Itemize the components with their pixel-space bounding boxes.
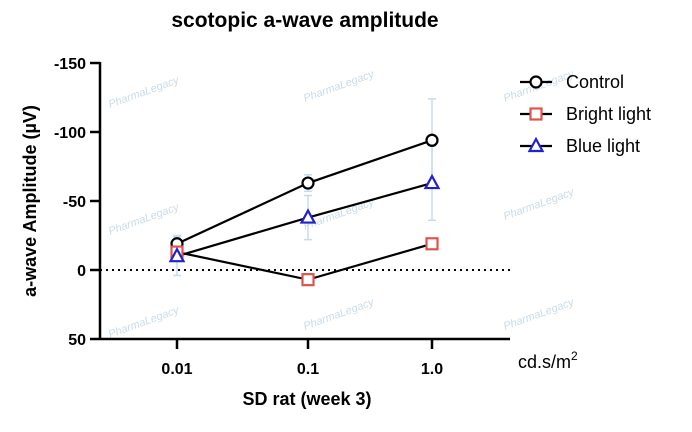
- legend-label-bright-light: Bright light: [566, 104, 651, 124]
- series-layer: [168, 133, 441, 287]
- x-tick-label: 1.0: [421, 361, 443, 378]
- legend: Control Bright light Blue light: [520, 72, 651, 156]
- data-point-bright-light: [301, 273, 315, 287]
- y-tick-label: -100: [54, 125, 86, 142]
- x-axis-unit-base: cd.s/m: [518, 352, 571, 372]
- data-point-blue-light: [423, 173, 441, 190]
- y-tick-label: -50: [63, 194, 86, 211]
- data-point-control: [425, 133, 439, 147]
- watermark-text: PharmaLegacy: [107, 304, 182, 341]
- legend-marker-control: [529, 75, 543, 89]
- x-tick-label: 0.01: [161, 361, 192, 378]
- y-axis-label: a-wave Amplitude (µV): [20, 105, 40, 297]
- y-ticks: -150 -100 -50 0 50: [54, 56, 100, 349]
- watermark-text: PharmaLegacy: [502, 296, 577, 333]
- y-tick-label: -150: [54, 56, 86, 73]
- x-axis-label: SD rat (week 3): [242, 389, 371, 409]
- y-tick-label: 50: [68, 332, 86, 349]
- x-ticks: 0.01 0.1 1.0: [161, 339, 443, 378]
- x-axis-unit: cd.s/m2: [518, 349, 578, 372]
- watermark-text: PharmaLegacy: [502, 186, 577, 223]
- data-point-blue-light: [168, 246, 186, 263]
- watermark-text: PharmaLegacy: [302, 296, 377, 333]
- watermark-layer: PharmaLegacy PharmaLegacy PharmaLegacy Phar…: [107, 68, 577, 341]
- x-axis-unit-superscript: 2: [571, 349, 578, 363]
- watermark-text: PharmaLegacy: [107, 201, 182, 238]
- x-tick-label: 0.1: [297, 361, 319, 378]
- legend-label-control: Control: [566, 72, 624, 92]
- legend-label-blue-light: Blue light: [566, 136, 640, 156]
- chart-title: scotopic a-wave amplitude: [171, 9, 438, 32]
- legend-marker-bright-light: [529, 107, 543, 121]
- y-tick-label: 0: [77, 263, 86, 280]
- watermark-text: PharmaLegacy: [107, 74, 182, 111]
- data-point-bright-light: [425, 237, 439, 251]
- data-point-control: [301, 176, 315, 190]
- watermark-text: PharmaLegacy: [302, 68, 377, 105]
- legend-marker-blue-light: [527, 136, 545, 153]
- data-point-blue-light: [299, 208, 317, 224]
